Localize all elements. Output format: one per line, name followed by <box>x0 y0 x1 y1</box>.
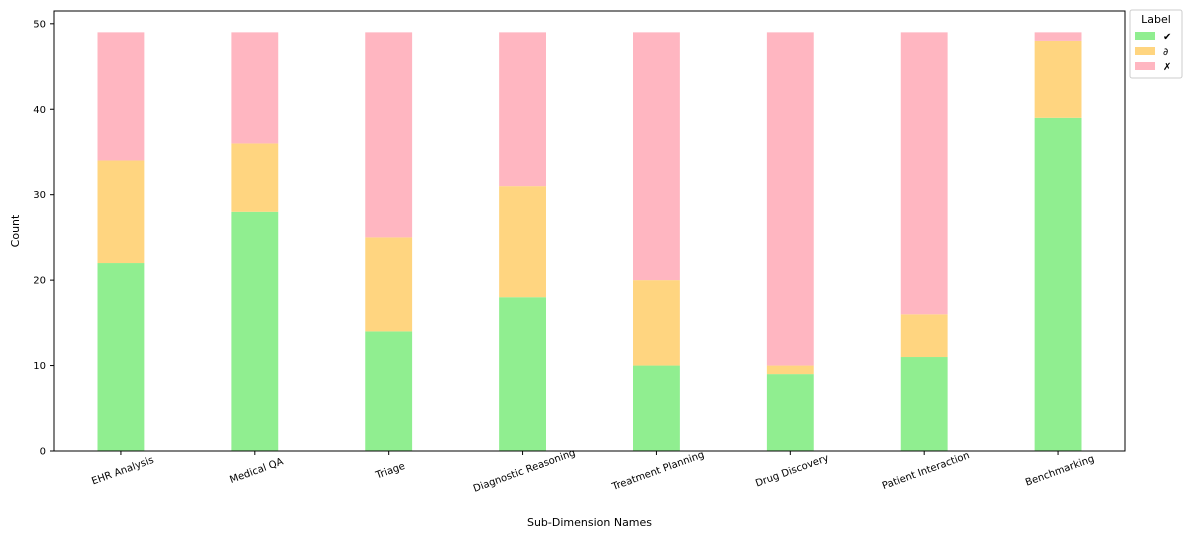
bar-segment <box>633 280 680 366</box>
bar-segment <box>900 32 948 315</box>
y-tick-label: 50 <box>33 19 46 30</box>
bar-segment <box>499 297 546 451</box>
y-tick-label: 40 <box>33 105 46 116</box>
legend: Label ✔ ∂ ✗ <box>1129 9 1183 79</box>
x-tick-label: Treatment Planning <box>610 449 706 493</box>
x-axis: EHR Analysis Medical QA Triage Diagnostic R… <box>90 448 1096 495</box>
y-tick-label: 30 <box>33 190 46 201</box>
bar-segment <box>900 314 948 358</box>
y-axis-title: Count <box>9 214 22 247</box>
bar-segment <box>97 160 145 264</box>
bar-segment <box>365 32 413 238</box>
x-tick-label: Triage <box>374 461 407 482</box>
bar-segment <box>365 331 413 451</box>
bar-segment <box>1034 32 1082 41</box>
x-tick-label: EHR Analysis <box>90 455 155 488</box>
x-tick-label: Patient Interaction <box>881 450 971 492</box>
bar-segment <box>97 32 145 161</box>
bar-segment <box>900 357 948 451</box>
y-tick-label: 0 <box>40 447 46 458</box>
legend-swatch <box>1135 62 1155 70</box>
y-tick-label: 20 <box>33 276 46 287</box>
x-tick-label: Drug Discovery <box>754 453 830 490</box>
x-tick-label: Medical QA <box>228 456 285 486</box>
legend-label: ✔ <box>1163 32 1171 43</box>
bars-layer <box>97 32 1082 452</box>
bar-segment <box>633 32 680 281</box>
bar-segment <box>231 32 279 144</box>
x-axis-title: Sub-Dimension Names <box>527 516 652 529</box>
legend-swatch <box>1135 47 1155 55</box>
bar-segment <box>231 211 279 451</box>
legend-swatch <box>1135 32 1155 40</box>
legend-box <box>1129 9 1183 79</box>
x-tick-label: Benchmarking <box>1024 454 1096 489</box>
legend-title: Label <box>1141 13 1171 26</box>
bar-segment <box>633 365 680 451</box>
legend-items: ✔ ∂ ✗ <box>1135 32 1171 73</box>
bar-segment <box>231 143 279 212</box>
plot-area-frame <box>53 10 1126 452</box>
bar-segment <box>97 263 145 451</box>
legend-label: ✗ <box>1163 62 1171 73</box>
bar-segment <box>766 365 814 375</box>
y-tick-label: 10 <box>33 361 46 372</box>
bar-segment <box>1034 40 1082 118</box>
legend-label: ∂ <box>1163 47 1168 58</box>
y-axis: 0 10 20 30 40 50 <box>33 19 54 458</box>
bar-segment <box>766 32 814 366</box>
bar-segment <box>766 374 814 451</box>
bar-segment <box>365 237 413 332</box>
bar-segment <box>1034 117 1082 452</box>
bar-segment <box>499 32 546 187</box>
bar-segment <box>499 186 546 298</box>
x-tick-label: Diagnostic Reasoning <box>472 448 577 495</box>
